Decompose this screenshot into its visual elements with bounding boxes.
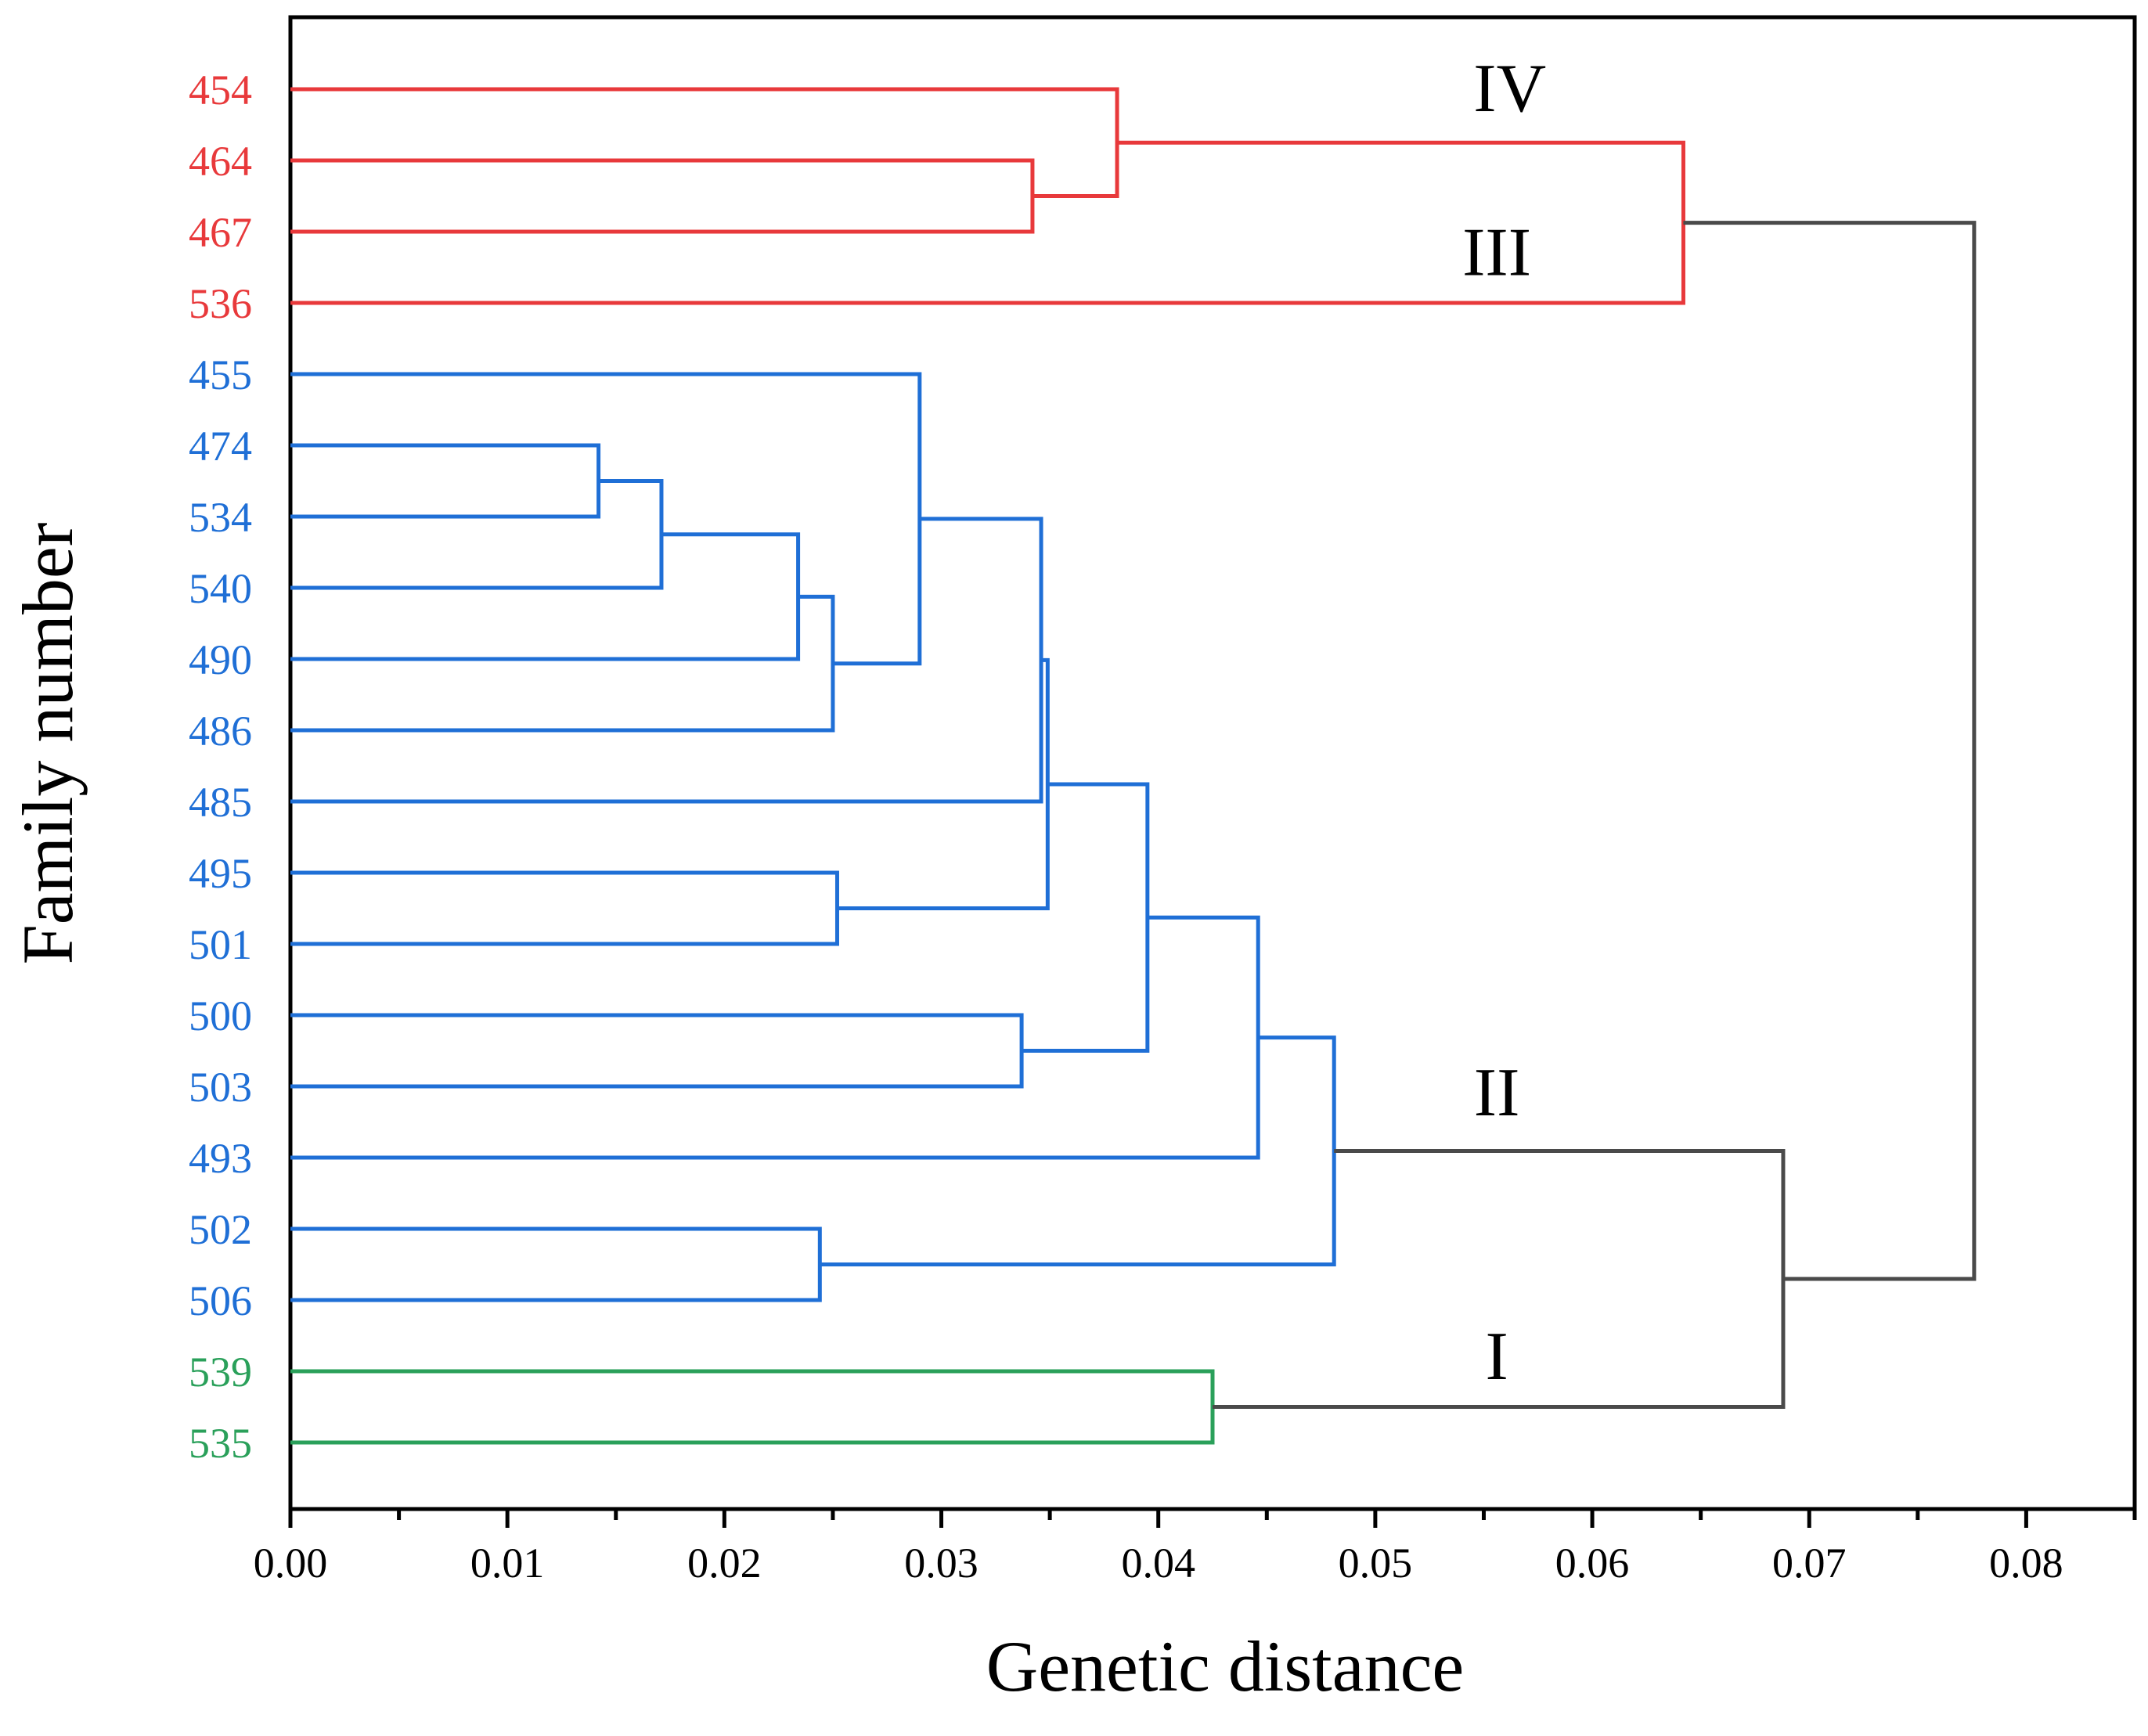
x-tick-label: 0.05 xyxy=(1339,1540,1413,1587)
dendrogram-branches xyxy=(290,87,1977,1445)
branch-m8 xyxy=(290,372,922,666)
branch-m9 xyxy=(290,517,1043,804)
branch-m3 xyxy=(290,140,1685,305)
plot-frame xyxy=(288,15,2137,1511)
leaf-label-535: 535 xyxy=(189,1420,252,1467)
leaf-label-500: 500 xyxy=(189,992,252,1039)
x-axis: 0.00 0.01 0.02 0.03 0.04 0.05 0.06 0.07 0.08 xyxy=(254,1509,2137,1587)
branch-m4 xyxy=(290,443,601,519)
branch-m6 xyxy=(290,532,801,661)
y-axis-title: Family number xyxy=(8,523,88,965)
leaf-label-536: 536 xyxy=(189,280,252,327)
leaf-label-467: 467 xyxy=(189,209,252,256)
leaf-label-506: 506 xyxy=(189,1277,252,1324)
x-tick-label: 0.04 xyxy=(1121,1540,1195,1587)
cluster-label-III: III xyxy=(1462,214,1531,290)
cluster-label-IV: IV xyxy=(1473,51,1546,127)
x-tick-label: 0.03 xyxy=(904,1540,978,1587)
x-tick-label: 0.02 xyxy=(687,1540,762,1587)
branch-m14 xyxy=(290,915,1260,1160)
leaf-labels: 454 464 467 536 455 474 534 540 490 486 485 495 501 5… xyxy=(189,67,252,1467)
leaf-label-502: 502 xyxy=(189,1206,252,1253)
leaf-label-501: 501 xyxy=(189,921,252,968)
x-axis-title: Genetic distance xyxy=(986,1626,1465,1706)
leaf-label-464: 464 xyxy=(189,138,252,185)
leaf-label-455: 455 xyxy=(189,351,252,398)
leaf-label-495: 495 xyxy=(189,850,252,897)
leaf-label-539: 539 xyxy=(189,1349,252,1396)
branch-m11 xyxy=(837,657,1050,910)
x-tick-label: 0.06 xyxy=(1555,1540,1630,1587)
cluster-label-I: I xyxy=(1485,1319,1508,1395)
leaf-label-540: 540 xyxy=(189,565,252,612)
leaf-label-490: 490 xyxy=(189,636,252,683)
x-tick-label: 0.01 xyxy=(470,1540,545,1587)
branch-m10 xyxy=(290,870,839,946)
leaf-label-474: 474 xyxy=(189,423,252,470)
x-tick-label: 0.07 xyxy=(1772,1540,1847,1587)
branch-m7 xyxy=(290,594,835,733)
leaf-label-454: 454 xyxy=(189,67,252,113)
leaf-label-485: 485 xyxy=(189,779,252,826)
branch-m13 xyxy=(1022,782,1150,1053)
leaf-label-534: 534 xyxy=(189,494,252,541)
leaf-label-493: 493 xyxy=(189,1135,252,1182)
branch-m19 xyxy=(1683,221,1977,1281)
x-tick-label: 0.00 xyxy=(254,1540,328,1587)
branch-m12 xyxy=(290,1013,1024,1089)
branch-m2 xyxy=(290,87,1119,198)
branch-m18 xyxy=(1213,1149,1786,1409)
cluster-label-II: II xyxy=(1474,1055,1520,1131)
leaf-label-486: 486 xyxy=(189,708,252,755)
x-tick-label: 0.08 xyxy=(1989,1540,2063,1587)
leaf-label-503: 503 xyxy=(189,1064,252,1111)
branch-m15 xyxy=(290,1226,822,1302)
branch-m5 xyxy=(290,479,664,590)
branch-m1 xyxy=(290,158,1035,234)
branch-m17 xyxy=(290,1369,1215,1445)
